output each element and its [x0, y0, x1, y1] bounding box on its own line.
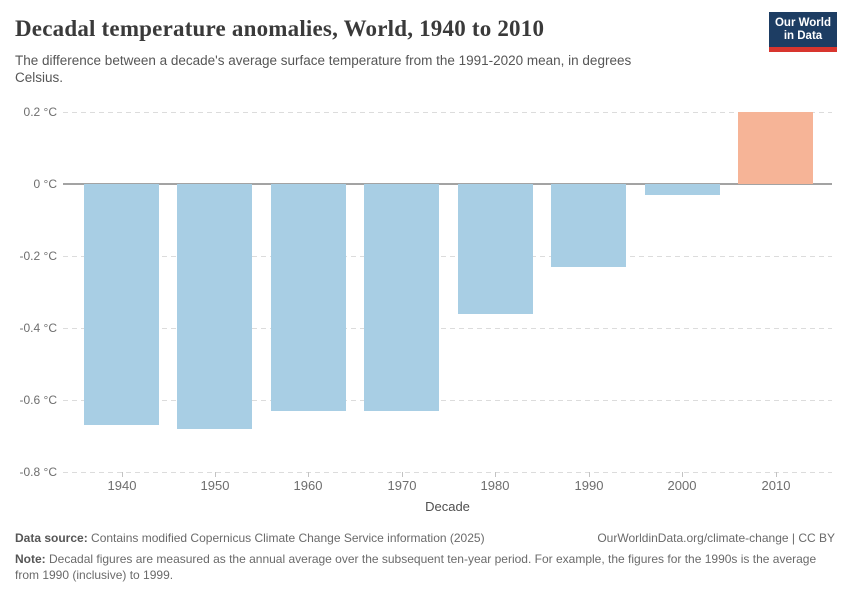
y-axis-tick-label: -0.8 °C	[19, 465, 57, 479]
x-axis-tick-label: 1980	[480, 478, 510, 493]
bar-1960[interactable]	[271, 184, 346, 411]
owid-logo-line1: Our World	[774, 16, 831, 29]
y-axis-tick-label: 0.2 °C	[23, 105, 57, 119]
y-axis-tick-label: -0.2 °C	[19, 249, 57, 263]
x-axis-tick-label: 1990	[574, 478, 604, 493]
gridline--0.6	[63, 400, 832, 401]
gridline--0.4	[63, 328, 832, 329]
x-axis-tick-label: 2010	[761, 478, 791, 493]
x-axis-title: Decade	[425, 499, 470, 514]
x-axis-tick	[402, 472, 403, 477]
x-axis-tick-label: 1950	[200, 478, 230, 493]
bar-1990[interactable]	[551, 184, 626, 267]
footer-note: Note: Decadal figures are measured as th…	[15, 551, 827, 583]
gridline--0.2	[63, 256, 832, 257]
bar-2000[interactable]	[645, 184, 720, 195]
x-axis-tick-label: 1970	[387, 478, 417, 493]
x-axis-tick	[589, 472, 590, 477]
x-axis-tick	[122, 472, 123, 477]
x-axis-tick-label: 2000	[667, 478, 697, 493]
data-source-text: Data source: Contains modified Copernicu…	[15, 531, 485, 545]
x-axis-tick	[215, 472, 216, 477]
zero-line	[63, 183, 832, 185]
bar-1940[interactable]	[84, 184, 159, 425]
x-axis-tick-label: 1960	[293, 478, 323, 493]
data-source-label: Data source:	[15, 531, 88, 545]
bar-1980[interactable]	[458, 184, 533, 314]
x-axis-tick	[495, 472, 496, 477]
owid-citation-link[interactable]: OurWorldinData.org/climate-change | CC B…	[597, 531, 835, 545]
footer-note-label: Note:	[15, 552, 46, 566]
footer-note-text: Decadal figures are measured as the annu…	[15, 552, 817, 582]
chart-subtitle-line2: Celsius.	[15, 70, 64, 85]
bar-1950[interactable]	[177, 184, 252, 429]
x-axis-tick	[682, 472, 683, 477]
y-axis-tick-label: -0.6 °C	[19, 393, 57, 407]
y-axis-tick-label: -0.4 °C	[19, 321, 57, 335]
bar-1970[interactable]	[364, 184, 439, 411]
bar-chart-plot-area: Decade 0.2 °C 0 °C -0.2 °C -0.4 °C -0.6 °C -0…	[19, 105, 832, 514]
owid-logo[interactable]: Our World in Data	[769, 12, 837, 52]
page-title: Decadal temperature anomalies, World, 19…	[15, 16, 545, 41]
x-axis-tick	[776, 472, 777, 477]
bar-2010[interactable]	[738, 112, 813, 184]
x-axis-tick	[308, 472, 309, 477]
owid-logo-line2: in Data	[783, 29, 823, 42]
gridline--0.8	[63, 472, 832, 473]
footer-source-row: Data source: Contains modified Copernicu…	[15, 531, 835, 545]
gridline-0.2	[63, 112, 832, 113]
chart-subtitle-line1: The difference between a decade's averag…	[15, 53, 632, 68]
y-axis-tick-label: 0 °C	[33, 177, 57, 191]
x-axis-tick-label: 1940	[107, 478, 137, 493]
data-source-value: Contains modified Copernicus Climate Cha…	[87, 531, 485, 545]
chart-subtitle: The difference between a decade's averag…	[15, 52, 631, 86]
